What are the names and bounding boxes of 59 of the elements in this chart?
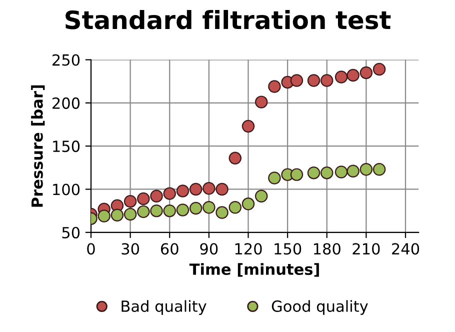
point bbox=[346, 164, 360, 178]
point bbox=[189, 182, 202, 196]
y-tick-label: 150 bbox=[53, 140, 80, 152]
point bbox=[228, 152, 242, 165]
point bbox=[307, 74, 320, 87]
point bbox=[290, 74, 304, 87]
point bbox=[163, 204, 176, 218]
point bbox=[242, 198, 255, 210]
x-tick-label: 0 bbox=[87, 243, 95, 255]
x-tick-label: 90 bbox=[200, 243, 218, 255]
y-axis-title: Pressure [bar] bbox=[31, 85, 45, 207]
point bbox=[254, 190, 268, 203]
point bbox=[320, 74, 334, 87]
point bbox=[334, 166, 348, 178]
point bbox=[150, 190, 163, 203]
y-tick-label: 50 bbox=[62, 226, 80, 238]
point bbox=[346, 68, 360, 82]
point bbox=[98, 210, 110, 222]
point bbox=[176, 204, 190, 216]
point bbox=[124, 208, 137, 221]
x-tick-label: 120 bbox=[235, 243, 262, 255]
point bbox=[137, 192, 150, 206]
point bbox=[110, 208, 124, 222]
y-tick-label: 200 bbox=[52, 97, 80, 109]
point bbox=[290, 168, 304, 181]
point bbox=[216, 206, 228, 219]
point bbox=[320, 166, 334, 180]
point bbox=[307, 166, 320, 180]
x-axis-title: Time [minutes] bbox=[189, 263, 319, 277]
legend-label: Good quality bbox=[272, 300, 368, 315]
point bbox=[254, 96, 268, 108]
y-tick-label: 100 bbox=[53, 184, 80, 196]
point bbox=[268, 172, 281, 184]
point bbox=[189, 202, 202, 215]
point bbox=[202, 201, 216, 214]
x-tick-label: 240 bbox=[392, 243, 420, 255]
point bbox=[372, 163, 386, 176]
point bbox=[137, 205, 150, 218]
point bbox=[163, 187, 176, 200]
chart-title: Standard filtration test bbox=[66, 10, 391, 30]
point bbox=[202, 182, 216, 195]
x-tick-label: 210 bbox=[352, 243, 380, 255]
point bbox=[360, 66, 373, 80]
point bbox=[176, 184, 190, 198]
point bbox=[360, 163, 373, 176]
y-tick-label: 250 bbox=[52, 54, 80, 66]
point bbox=[334, 70, 348, 84]
x-tick-label: 60 bbox=[160, 243, 178, 255]
legend-label: Bad quality bbox=[122, 300, 206, 315]
point bbox=[216, 182, 228, 196]
point bbox=[124, 194, 137, 208]
point bbox=[268, 80, 281, 93]
point bbox=[150, 204, 163, 218]
x-tick-label: 30 bbox=[122, 243, 140, 255]
point bbox=[372, 62, 386, 76]
point bbox=[228, 201, 242, 214]
x-tick-label: 180 bbox=[314, 243, 340, 255]
x-tick-label: 150 bbox=[274, 243, 302, 255]
point bbox=[242, 120, 255, 133]
